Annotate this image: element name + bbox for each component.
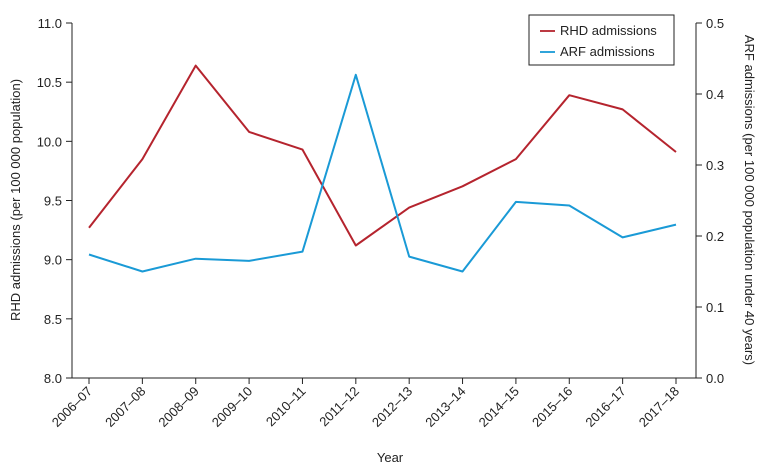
legend-box (528, 14, 675, 66)
x-tick-label: 2008–09 (155, 384, 201, 430)
right-tick-label: 0.1 (706, 300, 724, 315)
x-axis-title: Year (377, 450, 404, 463)
left-tick-label: 10.5 (37, 75, 62, 90)
x-tick-label: 2011–12 (316, 384, 362, 430)
right-y-ticks: 0.0 0.1 0.2 0.3 0.4 0.5 (696, 16, 724, 386)
x-tick-label: 2009–10 (209, 384, 255, 430)
x-tick-label: 2015–16 (529, 384, 575, 430)
x-tick-label: 2013–14 (422, 384, 468, 430)
x-tick-label: 2012–13 (369, 384, 415, 430)
right-tick-label: 0.4 (706, 87, 724, 102)
x-tick-label: 2006–07 (49, 384, 95, 430)
arf-series-line (88, 73, 677, 273)
right-y-axis-title: ARF admissions (per 100 000 population u… (742, 35, 757, 365)
legend: RHD admissions ARF admissions (528, 14, 675, 66)
left-tick-label: 9.5 (44, 194, 62, 209)
left-tick-label: 9.0 (44, 253, 62, 268)
axes (71, 23, 697, 379)
left-tick-label: 8.0 (44, 371, 62, 386)
left-y-ticks: 8.0 8.5 9.0 9.5 10.0 10.5 11.0 (37, 16, 72, 386)
x-tick-label: 2010–11 (263, 384, 309, 430)
x-tick-label: 2007–08 (102, 384, 148, 430)
x-tick-label: 2017–18 (636, 384, 682, 430)
right-tick-label: 0.2 (706, 229, 724, 244)
x-tick-label: 2016–17 (582, 384, 628, 430)
legend-label-arf: ARF admissions (560, 44, 655, 59)
right-tick-label: 0.5 (706, 16, 724, 31)
right-tick-label: 0.3 (706, 158, 724, 173)
rhd-series-line (88, 64, 677, 247)
left-tick-label: 10.0 (37, 134, 62, 149)
x-tick-label: 2014–15 (476, 384, 522, 430)
series-lines (88, 64, 677, 273)
legend-label-rhd: RHD admissions (560, 23, 657, 38)
left-y-axis-title: RHD admissions (per 100 000 population) (8, 79, 23, 321)
left-tick-label: 8.5 (44, 312, 62, 327)
x-ticks: 2006–07 2007–08 2008–09 2009–10 2010–11 2011–… (49, 378, 682, 430)
left-tick-label: 11.0 (38, 16, 62, 31)
right-tick-label: 0.0 (706, 371, 724, 386)
